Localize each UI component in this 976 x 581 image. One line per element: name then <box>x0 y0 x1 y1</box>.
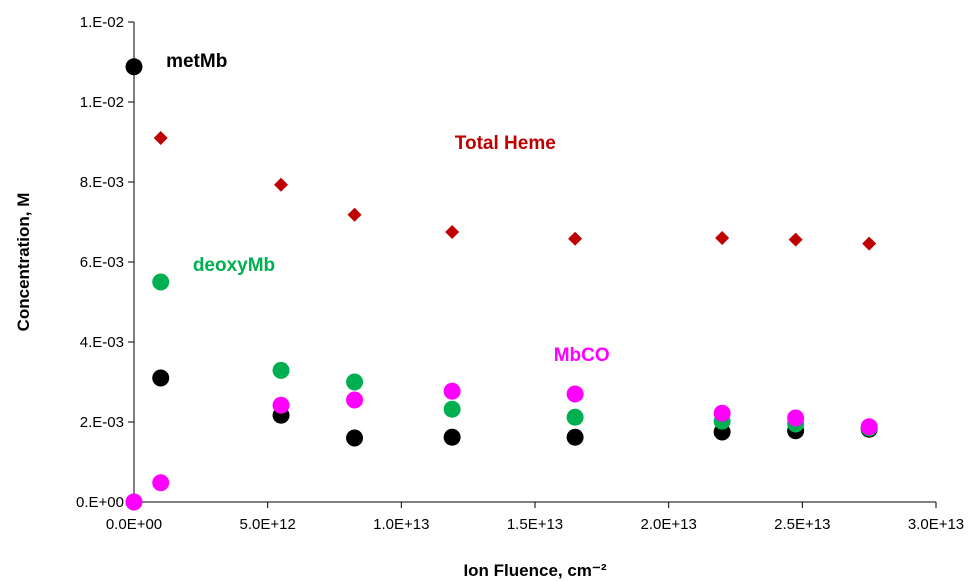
mbco-point <box>787 409 805 427</box>
total-heme-point <box>568 231 583 246</box>
total-heme-point <box>788 232 803 247</box>
mbco-point <box>860 418 878 436</box>
total-heme-point <box>445 225 460 239</box>
mbco-point <box>272 396 290 414</box>
x-tick-label: 0.0E+00 <box>106 516 162 533</box>
x-axis-title: Ion Fluence, cm⁻² <box>463 561 606 580</box>
y-tick-label: 0.E+00 <box>76 494 124 511</box>
y-axis: 0.E+00 2.E-03 4.E-03 6.E-03 8.E-03 1.E-02 1.E-… <box>76 14 135 511</box>
mbco-point <box>566 385 584 403</box>
metmb-point <box>346 429 364 447</box>
metmb-label: metMb <box>166 51 227 72</box>
x-tick-label: 1.5E+13 <box>507 516 563 533</box>
mbco-point <box>346 391 364 409</box>
y-tick-label: 8.E-03 <box>80 174 124 191</box>
deoxymb-point <box>272 361 290 379</box>
metmb-point <box>566 428 584 446</box>
total-heme-point <box>715 231 730 245</box>
deoxymb-point <box>152 273 170 291</box>
x-tick-label: 2.5E+13 <box>774 516 830 533</box>
mbco-point <box>125 493 143 511</box>
y-axis-title: Concentration, M <box>14 193 33 332</box>
data-marks <box>125 58 878 511</box>
x-axis: 0.0E+00 5.0E+12 1.0E+13 1.5E+13 2.0E+13 2.5E+… <box>106 501 964 533</box>
metmb-point <box>152 369 170 387</box>
x-tick-label: 1.0E+13 <box>373 516 429 533</box>
metmb-point <box>443 428 461 446</box>
series-labels: metMb deoxyMb MbCO Total Heme <box>166 51 610 366</box>
x-tick-label: 2.0E+13 <box>641 516 697 533</box>
metmb-point <box>125 58 143 76</box>
total-heme-point <box>153 131 168 145</box>
y-tick-label: 6.E-03 <box>80 254 124 271</box>
mbco-point <box>713 404 731 422</box>
y-tick-label: 1.E-02 <box>80 14 124 31</box>
y-tick-label: 2.E-03 <box>80 414 124 431</box>
deoxymb-label: deoxyMb <box>193 255 275 276</box>
deoxymb-point <box>566 408 584 426</box>
mbco-label: MbCO <box>554 345 610 366</box>
mbco-point <box>152 474 170 492</box>
total-heme-point <box>347 207 362 222</box>
total-heme-point <box>274 177 289 192</box>
total-heme-label: Total Heme <box>455 133 556 154</box>
deoxymb-point <box>443 400 461 418</box>
mbco-point <box>443 382 461 400</box>
deoxymb-point <box>346 373 364 391</box>
x-tick-label: 3.0E+13 <box>908 516 964 533</box>
x-tick-label: 5.0E+12 <box>240 516 296 533</box>
total-heme-point <box>862 236 877 251</box>
y-tick-label: 1.E-02 <box>80 94 124 111</box>
y-tick-label: 4.E-03 <box>80 334 124 351</box>
